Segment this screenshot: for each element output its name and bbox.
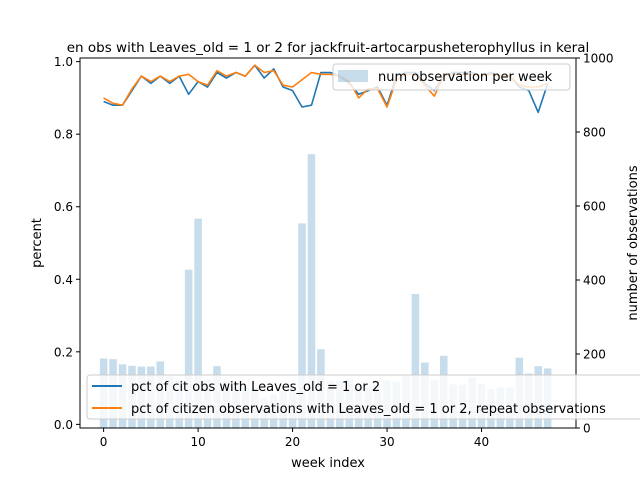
legend-line-1-label: pct of cit obs with Leaves_old = 1 or 2 — [131, 380, 380, 395]
x-tick-label: 10 — [190, 435, 205, 449]
y-right-tick-label: 800 — [583, 126, 606, 140]
x-tick-label: 20 — [285, 435, 300, 449]
y-right-tick-label: 600 — [583, 200, 606, 214]
plot-frame — [79, 57, 577, 429]
chart-title: en obs with Leaves_old = 1 or 2 for jack… — [67, 40, 589, 56]
y-right-tick-label: 0 — [583, 422, 591, 436]
legend-line-2-label: pct of citizen observations with Leaves_… — [131, 402, 606, 417]
y-left-tick-label: 0.2 — [54, 345, 73, 359]
y-left-tick-label: 0.6 — [54, 200, 73, 214]
y-left-tick-label: 0.4 — [54, 273, 73, 287]
legend-lines: pct of cit obs with Leaves_old = 1 or 2 … — [86, 374, 640, 420]
y-axis-label-right: number of observations — [626, 165, 640, 320]
x-tick-label: 30 — [379, 435, 394, 449]
bar-week-33 — [411, 294, 420, 428]
y-right-tick-label: 200 — [583, 348, 606, 362]
bar-week-10 — [194, 218, 202, 428]
bar-week-22 — [307, 154, 316, 428]
bar-week-21 — [298, 223, 306, 428]
legend-bars-swatch — [338, 70, 368, 82]
x-tick-label: 40 — [474, 435, 489, 449]
y-axis-label-left: percent — [30, 218, 45, 268]
axes-layer: 0 10 20 30 40 0.0 0.2 0.4 0.6 0.8 1.0 0 200 400 600 800… — [54, 52, 614, 450]
legend-bars: num observation per week — [332, 63, 571, 91]
y-right-tick-label: 400 — [583, 274, 606, 288]
y-left-tick-label: 0.8 — [54, 128, 73, 142]
bar-week-9 — [184, 269, 193, 428]
x-tick-label: 0 — [100, 435, 108, 449]
legend-bars-label: num observation per week — [378, 70, 553, 85]
y-left-tick-label: 0.0 — [54, 418, 73, 432]
y-right-tick-label: 1000 — [583, 52, 614, 66]
x-axis-label: week index — [291, 456, 365, 471]
y-left-tick-label: 1.0 — [54, 55, 73, 69]
